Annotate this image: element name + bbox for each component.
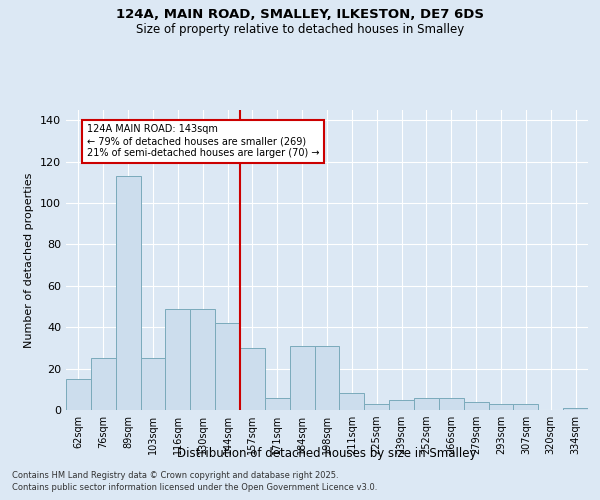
Bar [563, 408, 588, 410]
Text: Contains public sector information licensed under the Open Government Licence v3: Contains public sector information licen… [12, 484, 377, 492]
Bar [116, 176, 140, 410]
Bar [340, 394, 364, 410]
Bar [464, 402, 488, 410]
Bar [389, 400, 414, 410]
Bar [91, 358, 116, 410]
Bar [488, 404, 514, 410]
Y-axis label: Number of detached properties: Number of detached properties [25, 172, 34, 348]
Bar [140, 358, 166, 410]
Bar [66, 379, 91, 410]
Bar [439, 398, 464, 410]
Bar [414, 398, 439, 410]
Bar [215, 323, 240, 410]
Bar [290, 346, 314, 410]
Bar [265, 398, 290, 410]
Text: Size of property relative to detached houses in Smalley: Size of property relative to detached ho… [136, 22, 464, 36]
Bar [314, 346, 340, 410]
Bar [190, 308, 215, 410]
Bar [166, 308, 190, 410]
Text: Distribution of detached houses by size in Smalley: Distribution of detached houses by size … [177, 448, 477, 460]
Text: 124A, MAIN ROAD, SMALLEY, ILKESTON, DE7 6DS: 124A, MAIN ROAD, SMALLEY, ILKESTON, DE7 … [116, 8, 484, 20]
Bar [364, 404, 389, 410]
Bar [240, 348, 265, 410]
Bar [514, 404, 538, 410]
Text: Contains HM Land Registry data © Crown copyright and database right 2025.: Contains HM Land Registry data © Crown c… [12, 471, 338, 480]
Text: 124A MAIN ROAD: 143sqm
← 79% of detached houses are smaller (269)
21% of semi-de: 124A MAIN ROAD: 143sqm ← 79% of detached… [87, 124, 320, 158]
